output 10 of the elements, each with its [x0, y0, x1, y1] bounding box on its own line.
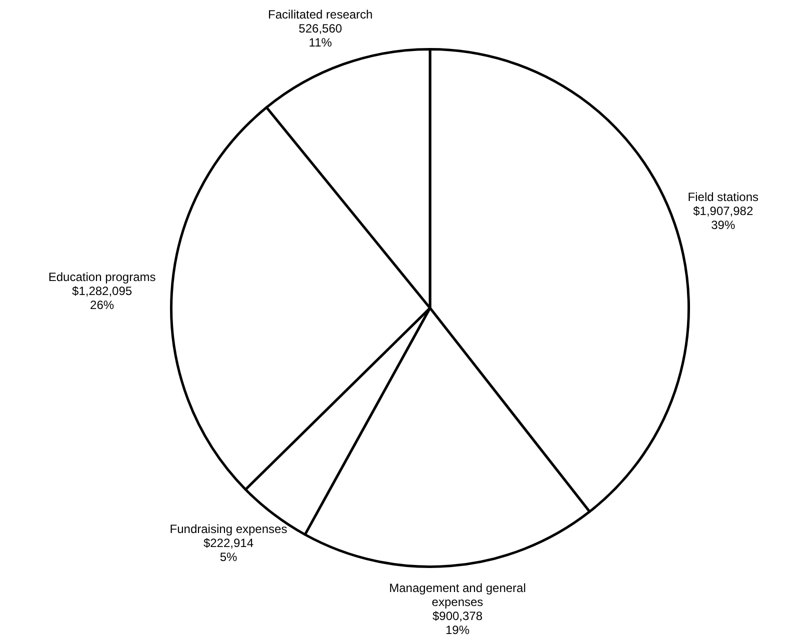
data-label: $1,282,095 26% [72, 284, 132, 312]
data-label: $1,907,982 39% [693, 204, 754, 232]
slice-label: Education programs [48, 270, 156, 284]
data-label: $900,378 19% [432, 609, 483, 638]
slice-label: Management and general expenses [389, 581, 526, 610]
slice-label: Fundraising expenses [170, 522, 288, 536]
data-label: $222,914 5% [203, 536, 254, 564]
slice-label: Facilitated research [268, 8, 373, 22]
slice-label: Field stations [688, 190, 758, 204]
data-label: 526,560 11% [298, 22, 342, 50]
